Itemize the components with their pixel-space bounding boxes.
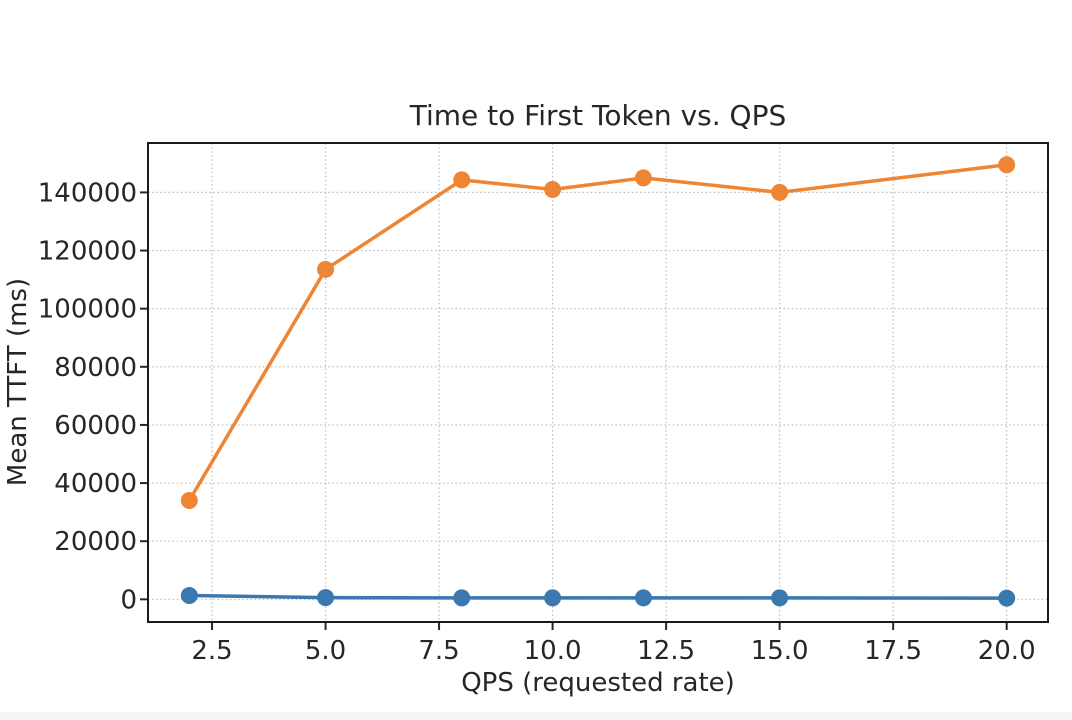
- chart-title: Time to First Token vs. QPS: [409, 99, 787, 132]
- data-series: [180, 156, 1016, 607]
- data-point: [771, 183, 789, 201]
- data-point: [771, 589, 789, 607]
- data-point: [634, 169, 652, 187]
- x-tick-label: 20.0: [978, 636, 1036, 666]
- plot-border: [147, 142, 1049, 623]
- y-tick-label: 120000: [38, 237, 137, 267]
- data-point: [453, 171, 471, 189]
- y-tick-label: 0: [120, 585, 137, 615]
- x-tick-label: 7.5: [418, 636, 459, 666]
- x-tick-label: 12.5: [637, 636, 695, 666]
- y-tick-label: 60000: [54, 411, 137, 441]
- x-tick-label: 5.0: [305, 636, 346, 666]
- data-point: [544, 181, 562, 199]
- data-point: [634, 589, 652, 607]
- series-line-1: [187, 163, 1009, 503]
- series-line-0: [187, 593, 1009, 600]
- x-tick-label: 2.5: [191, 636, 232, 666]
- axis-ticks: [140, 191, 1008, 630]
- tick-labels: 2.5 5.0 7.5 10.0 12.5 15.0 17.5 20.0 0 20000 40000…: [38, 178, 1036, 666]
- y-tick-label: 80000: [54, 353, 137, 383]
- y-tick-label: 100000: [38, 295, 137, 325]
- data-point: [453, 589, 471, 607]
- data-point: [998, 589, 1016, 607]
- data-point: [180, 492, 198, 510]
- data-point: [317, 260, 335, 278]
- x-tick-label: 15.0: [751, 636, 809, 666]
- page-footer-strip: [0, 712, 1072, 720]
- data-point: [544, 589, 562, 607]
- data-point: [317, 589, 335, 607]
- data-point: [998, 156, 1016, 174]
- x-axis-label: QPS (requested rate): [461, 668, 735, 698]
- y-tick-label: 140000: [38, 178, 137, 208]
- x-tick-label: 10.0: [524, 636, 582, 666]
- y-tick-label: 20000: [54, 527, 137, 557]
- gridlines: [148, 143, 1048, 622]
- x-tick-label: 17.5: [864, 636, 922, 666]
- data-point: [180, 587, 198, 605]
- y-tick-label: 40000: [54, 469, 137, 499]
